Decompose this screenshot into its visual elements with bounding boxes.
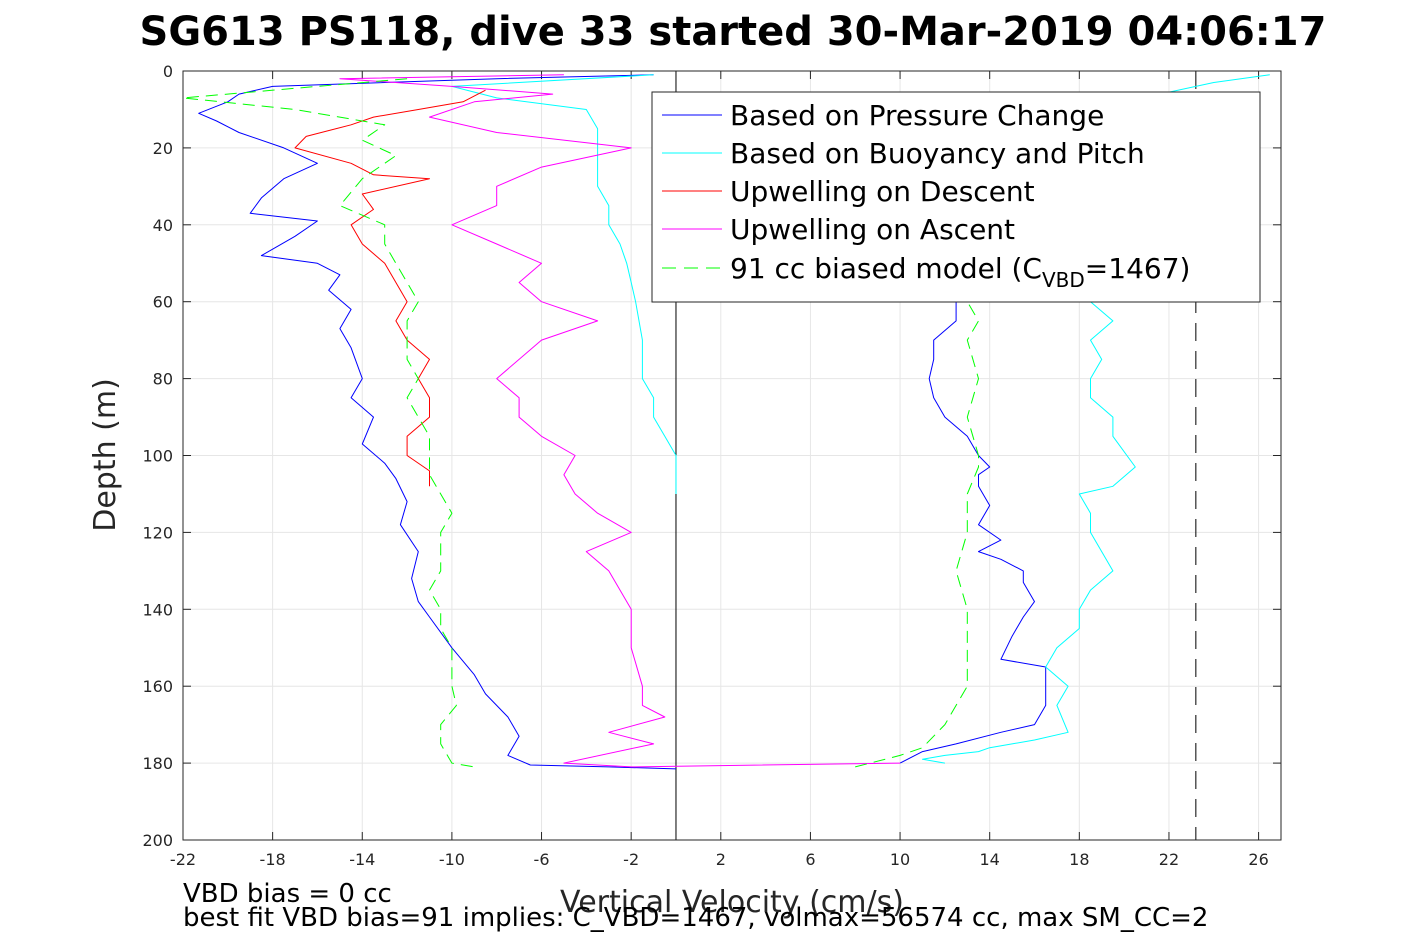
legend: Based on Pressure Change Based on Buoyan… [651, 91, 1261, 303]
series-line-4-1 [855, 301, 979, 768]
x-tick-label: 18 [1069, 850, 1089, 869]
y-tick-label: 160 [142, 677, 173, 696]
series-line-3-0 [339, 74, 901, 768]
x-tick-label: 2 [716, 850, 726, 869]
y-tick-label: 80 [153, 370, 173, 389]
legend-label-model-end: =1467) [1085, 252, 1191, 285]
y-tick-label: 60 [153, 293, 173, 312]
chart-title: SG613 PS118, dive 33 started 30-Mar-2019… [140, 9, 1327, 55]
y-axis-label: Depth (m) [88, 378, 123, 532]
series-line-0-1 [899, 301, 1047, 764]
y-tick-labels: 0 20 40 60 80 100 120 140 160 180 200 [142, 62, 173, 850]
x-tick-label: -2 [623, 850, 639, 869]
y-tick-label: 20 [153, 139, 173, 158]
series-line-2-0 [294, 89, 486, 487]
series-line-1-0 [451, 74, 677, 494]
x-tick-label: -18 [260, 850, 286, 869]
legend-label-pressure: Based on Pressure Change [730, 99, 1104, 132]
x-tick-label: 22 [1159, 850, 1179, 869]
legend-label-descent: Upwelling on Descent [730, 175, 1035, 208]
legend-box [651, 91, 1261, 303]
y-tick-label: 200 [142, 831, 173, 850]
y-tick-label: 140 [142, 600, 173, 619]
legend-label-buoyancy: Based on Buoyancy and Pitch [730, 137, 1145, 170]
x-tick-label: -22 [170, 850, 196, 869]
footer-bestfit-text: best fit VBD bias=91 implies: C_VBD=1467… [183, 903, 1208, 933]
legend-label-model-main: 91 cc biased model (C [730, 252, 1042, 285]
plot-frame [182, 70, 1282, 841]
legend-label-ascent: Upwelling on Ascent [730, 213, 1015, 246]
series-line-0-0 [198, 74, 677, 770]
y-tick-label: 40 [153, 216, 173, 235]
y-tick-label: 0 [163, 62, 173, 81]
x-tick-label: -6 [534, 850, 550, 869]
legend-label-model: 91 cc biased model (CVBD=1467) [730, 252, 1190, 292]
y-tick-label: 120 [142, 523, 173, 542]
x-tick-label: 6 [805, 850, 815, 869]
x-tick-label: 14 [980, 850, 1000, 869]
x-tick-label: -14 [349, 850, 375, 869]
legend-label-model-sub: VBD [1042, 268, 1085, 292]
series-line-4-0 [182, 78, 475, 768]
footer-bias-text: VBD bias = 0 cc [183, 879, 392, 909]
x-tick-labels: -22 -18 -14 -10 -6 -2 2 6 10 14 18 22 26 [170, 850, 1269, 869]
x-axis-label: Vertical Velocity (cm/s) [560, 885, 904, 920]
x-tick-label: 10 [890, 850, 910, 869]
x-tick-label: 26 [1248, 850, 1268, 869]
y-tick-label: 180 [142, 754, 173, 773]
y-tick-label: 100 [142, 447, 173, 466]
x-tick-label: -10 [439, 850, 465, 869]
